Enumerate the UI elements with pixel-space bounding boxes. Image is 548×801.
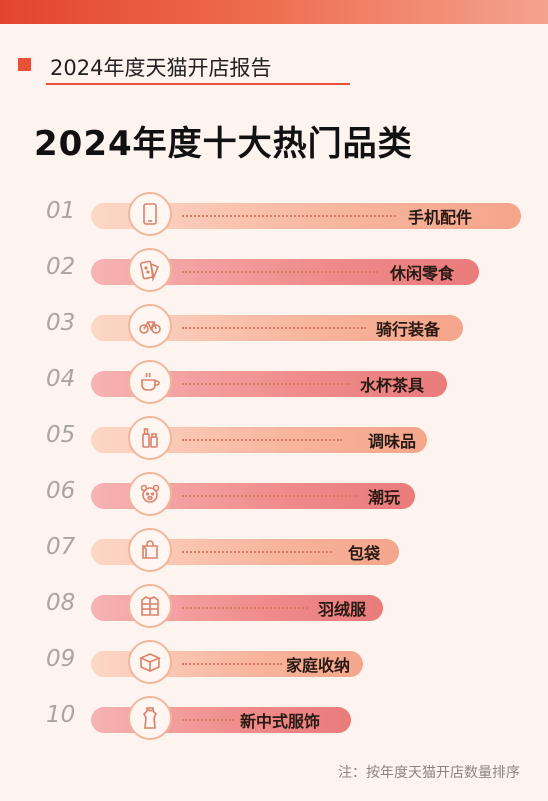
- bicycle-icon: [128, 304, 172, 348]
- teacup-icon: [128, 360, 172, 404]
- rank-number: 02: [46, 254, 76, 280]
- rank-number: 01: [46, 198, 76, 224]
- rank-number: 04: [46, 366, 76, 392]
- category-label: 新中式服饰: [240, 712, 321, 731]
- page-title: 2024年度十大热门品类: [34, 124, 413, 164]
- dotted-leader: [182, 271, 378, 273]
- bear-icon: [128, 472, 172, 516]
- category-label: 调味品: [368, 432, 417, 451]
- dotted-leader: [182, 215, 396, 217]
- condiment-icon: [128, 416, 172, 460]
- header-square-icon: [18, 58, 31, 71]
- dotted-leader: [182, 607, 308, 609]
- category-label: 羽绒服: [318, 600, 367, 619]
- category-label: 骑行装备: [376, 320, 441, 339]
- category-label: 手机配件: [408, 208, 473, 227]
- footnote: 注：按年度天猫开店数量排序: [338, 765, 520, 781]
- dotted-leader: [182, 663, 282, 665]
- dotted-leader: [182, 439, 342, 441]
- rank-number: 07: [46, 534, 76, 560]
- top-banner: [0, 0, 548, 24]
- dotted-leader: [182, 327, 366, 329]
- qipao-icon: [128, 696, 172, 740]
- category-label: 休闲零食: [390, 264, 455, 283]
- category-label: 水杯茶具: [360, 376, 425, 395]
- down-jacket-icon: [128, 584, 172, 628]
- section-header: 2024年度天猫开店报告: [18, 52, 350, 92]
- rank-number: 08: [46, 590, 76, 616]
- phone-icon: [128, 192, 172, 236]
- dotted-leader: [182, 551, 332, 553]
- bag-icon: [128, 528, 172, 572]
- dotted-leader: [182, 495, 358, 497]
- header-underline: [46, 83, 350, 85]
- snack-icon: [128, 248, 172, 292]
- storage-box-icon: [128, 640, 172, 684]
- dotted-leader: [182, 383, 350, 385]
- category-label: 包袋: [348, 544, 381, 563]
- rank-number: 06: [46, 478, 76, 504]
- rank-number: 09: [46, 646, 76, 672]
- category-label: 潮玩: [368, 488, 401, 507]
- rank-number: 05: [46, 422, 76, 448]
- section-title: 2024年度天猫开店报告: [50, 56, 272, 80]
- rank-number: 10: [46, 702, 76, 728]
- rank-number: 03: [46, 310, 76, 336]
- category-label: 家庭收纳: [286, 656, 351, 675]
- dotted-leader: [182, 719, 234, 721]
